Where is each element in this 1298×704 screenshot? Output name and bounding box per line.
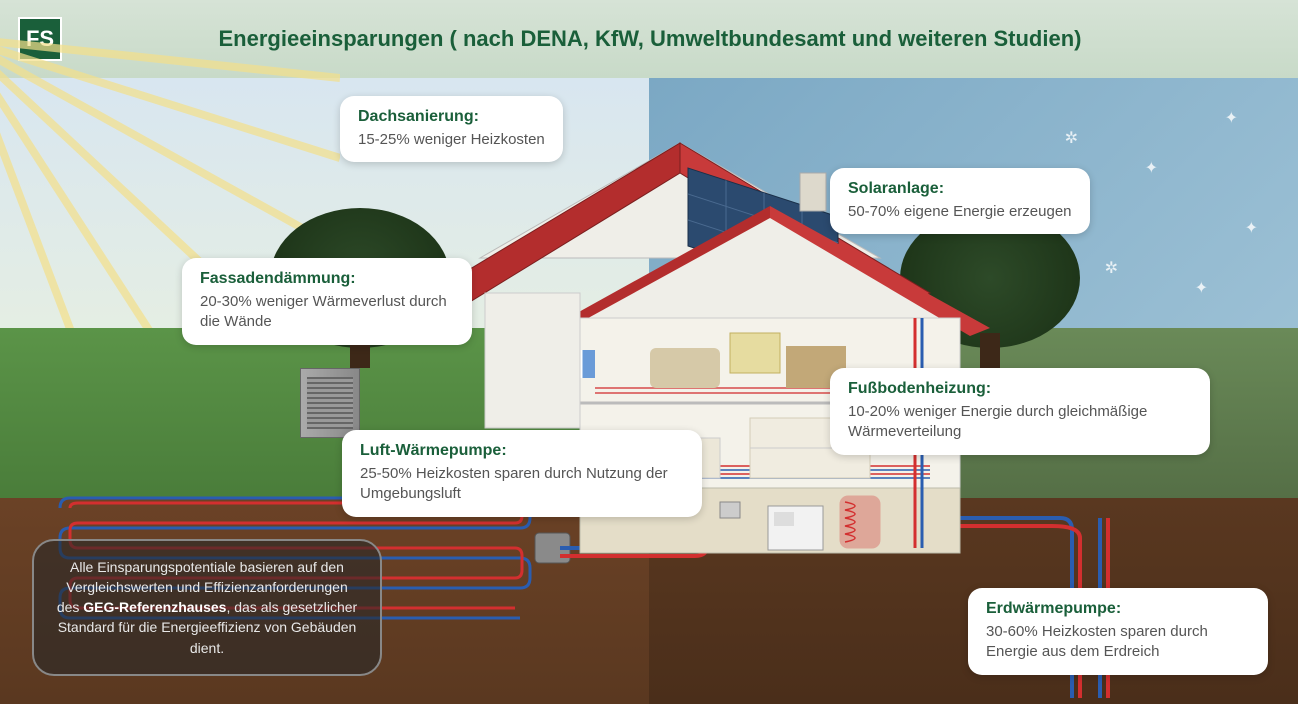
callout-text: 20-30% weniger Wärmeverlust durch die Wä…: [200, 292, 454, 333]
disclaimer-box: Alle Einsparungspotentiale basieren auf …: [32, 539, 382, 676]
callout-title: Solaranlage:: [848, 180, 1072, 198]
callout-luft-waermepumpe: Luft-Wärmepumpe: 25-50% Heizkosten spare…: [342, 430, 702, 517]
callout-title: Luft-Wärmepumpe:: [360, 442, 684, 460]
snow-icon: ✦: [1145, 158, 1158, 178]
callout-title: Fassadendämmung:: [200, 270, 454, 288]
callout-title: Dachsanierung:: [358, 108, 545, 126]
callout-text: 25-50% Heizkosten sparen durch Nutzung d…: [360, 464, 684, 505]
callout-dachsanierung: Dachsanierung: 15-25% weniger Heizkosten: [340, 96, 563, 162]
scene: ✦ ✦ ✲ ✦ ✲ ✦ ✦: [0, 78, 1298, 704]
callout-title: Erdwärmepumpe:: [986, 600, 1250, 618]
page-title: Energieeinsparungen ( nach DENA, KfW, Um…: [62, 26, 1238, 52]
logo-text: FS: [26, 26, 54, 52]
callout-text: 50-70% eigene Energie erzeugen: [848, 202, 1072, 222]
header: FS Energieeinsparungen ( nach DENA, KfW,…: [0, 0, 1298, 78]
logo: FS: [18, 17, 62, 61]
snow-icon: ✦: [1245, 218, 1258, 238]
air-heat-pump-icon: [300, 368, 360, 438]
callout-fussbodenheizung: Fußbodenheizung: 10-20% weniger Energie …: [830, 368, 1210, 455]
callout-text: 30-60% Heizkosten sparen durch Energie a…: [986, 622, 1250, 663]
disclaimer-bold: GEG-Referenzhauses: [83, 599, 226, 615]
callout-solaranlage: Solaranlage: 50-70% eigene Energie erzeu…: [830, 168, 1090, 234]
snow-icon: ✲: [1105, 258, 1118, 278]
callout-fassadendaemmung: Fassadendämmung: 20-30% weniger Wärmever…: [182, 258, 472, 345]
snow-icon: ✦: [1225, 108, 1238, 128]
callout-text: 10-20% weniger Energie durch gleichmäßig…: [848, 402, 1192, 443]
callout-erdwaermepumpe: Erdwärmepumpe: 30-60% Heizkosten sparen …: [968, 588, 1268, 675]
snow-icon: ✲: [1065, 128, 1078, 148]
callout-text: 15-25% weniger Heizkosten: [358, 130, 545, 150]
snow-icon: ✦: [1195, 278, 1208, 298]
callout-title: Fußbodenheizung:: [848, 380, 1192, 398]
